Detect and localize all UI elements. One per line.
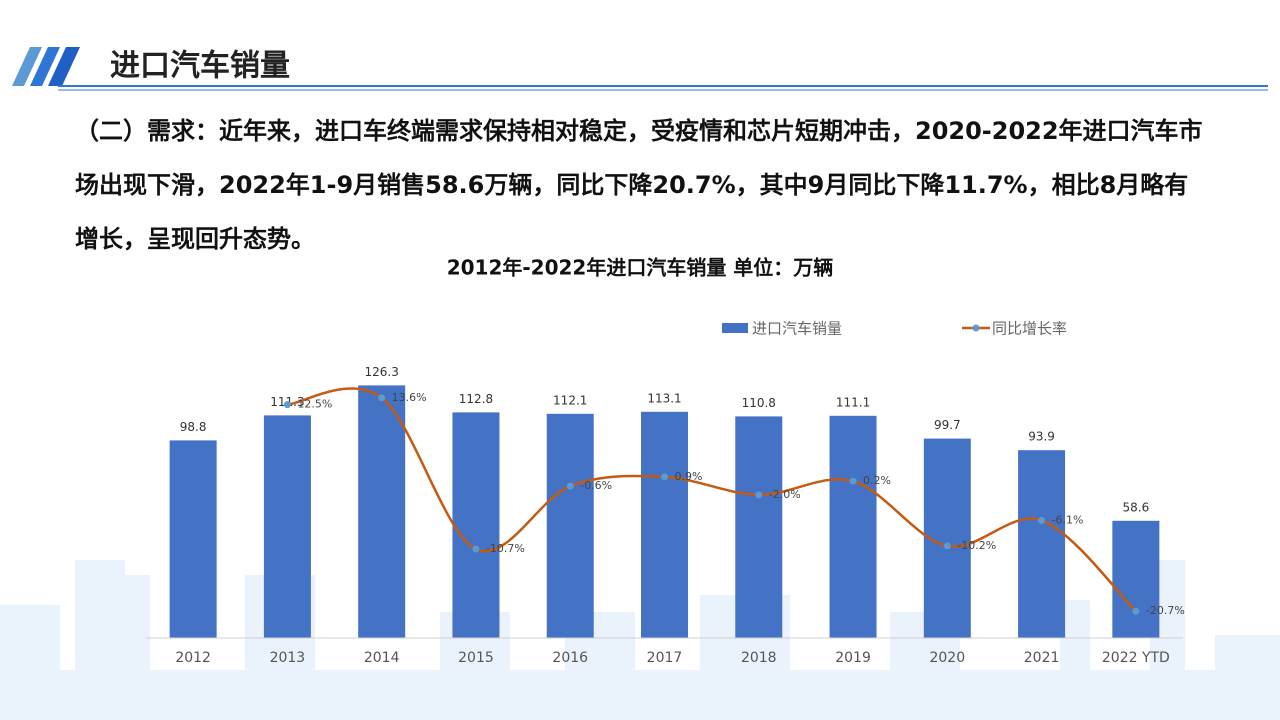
- line-marker: [1038, 516, 1046, 524]
- x-tick-label: 2020: [929, 650, 965, 666]
- x-tick-label: 2022 YTD: [1102, 650, 1170, 666]
- line-marker: [566, 482, 574, 490]
- bar-label: 111.1: [836, 395, 870, 409]
- x-tick-label: 2019: [835, 650, 871, 666]
- x-tick-label: 2016: [552, 650, 588, 666]
- bar: [546, 413, 594, 638]
- header-icon: [12, 47, 80, 86]
- bar-label: 99.7: [934, 418, 961, 432]
- line-label: -10.2%: [957, 539, 996, 552]
- bar-label: 113.1: [647, 391, 681, 405]
- bar-label: 58.6: [1123, 500, 1150, 514]
- legend-label: 同比增长率: [992, 320, 1067, 338]
- line-marker: [472, 545, 480, 553]
- legend-swatch: [972, 324, 980, 332]
- bar-label: 98.8: [180, 420, 207, 434]
- bar: [452, 412, 500, 638]
- bar-label: 110.8: [742, 396, 776, 410]
- bar-label: 112.8: [459, 392, 493, 406]
- bar-label: 93.9: [1028, 430, 1055, 444]
- line-marker: [849, 477, 857, 485]
- chart-title: 2012年-2022年进口汽车销量 单位：万辆: [447, 256, 834, 280]
- line-label: 12.5%: [297, 398, 332, 411]
- line: [287, 387, 1137, 613]
- line-marker: [283, 401, 291, 409]
- line-marker: [755, 491, 763, 499]
- bar: [1112, 520, 1160, 638]
- legend-swatch: [722, 323, 748, 333]
- page-title: 进口汽车销量: [110, 49, 290, 84]
- line-label: -6.1%: [1052, 513, 1084, 526]
- line-label: -10.7%: [486, 542, 525, 555]
- bar-label: 126.3: [365, 365, 399, 379]
- line-label: 13.6%: [392, 391, 427, 404]
- line-label: -0.6%: [580, 479, 612, 492]
- bar-label: 112.1: [553, 393, 587, 407]
- line-label: 0.9%: [675, 470, 703, 483]
- line-marker: [943, 542, 951, 550]
- line-marker: [661, 473, 668, 481]
- x-tick-label: 2015: [458, 650, 494, 666]
- x-tick-label: 2021: [1024, 650, 1060, 666]
- bar: [263, 415, 311, 638]
- bar: [1018, 450, 1066, 638]
- bar: [358, 385, 406, 638]
- x-tick-label: 2017: [647, 650, 683, 666]
- x-tick-label: 2018: [741, 650, 777, 666]
- line-label: -20.7%: [1146, 604, 1185, 617]
- bar: [829, 415, 877, 638]
- x-tick-label: 2013: [270, 650, 306, 666]
- line-label: -2.0%: [769, 488, 801, 501]
- legend-label: 进口汽车销量: [752, 320, 842, 338]
- bar: [735, 416, 783, 638]
- line-label: 0.2%: [863, 474, 891, 487]
- x-tick-label: 2014: [364, 650, 400, 666]
- bar: [169, 440, 217, 638]
- paragraph: （二）需求：近年来，进口车终端需求保持相对稳定，受疫情和芯片短期冲击，2020-…: [75, 117, 1203, 253]
- line-marker: [1132, 607, 1140, 615]
- x-tick-label: 2012: [175, 650, 211, 666]
- line-marker: [378, 394, 386, 402]
- bar: [641, 411, 688, 638]
